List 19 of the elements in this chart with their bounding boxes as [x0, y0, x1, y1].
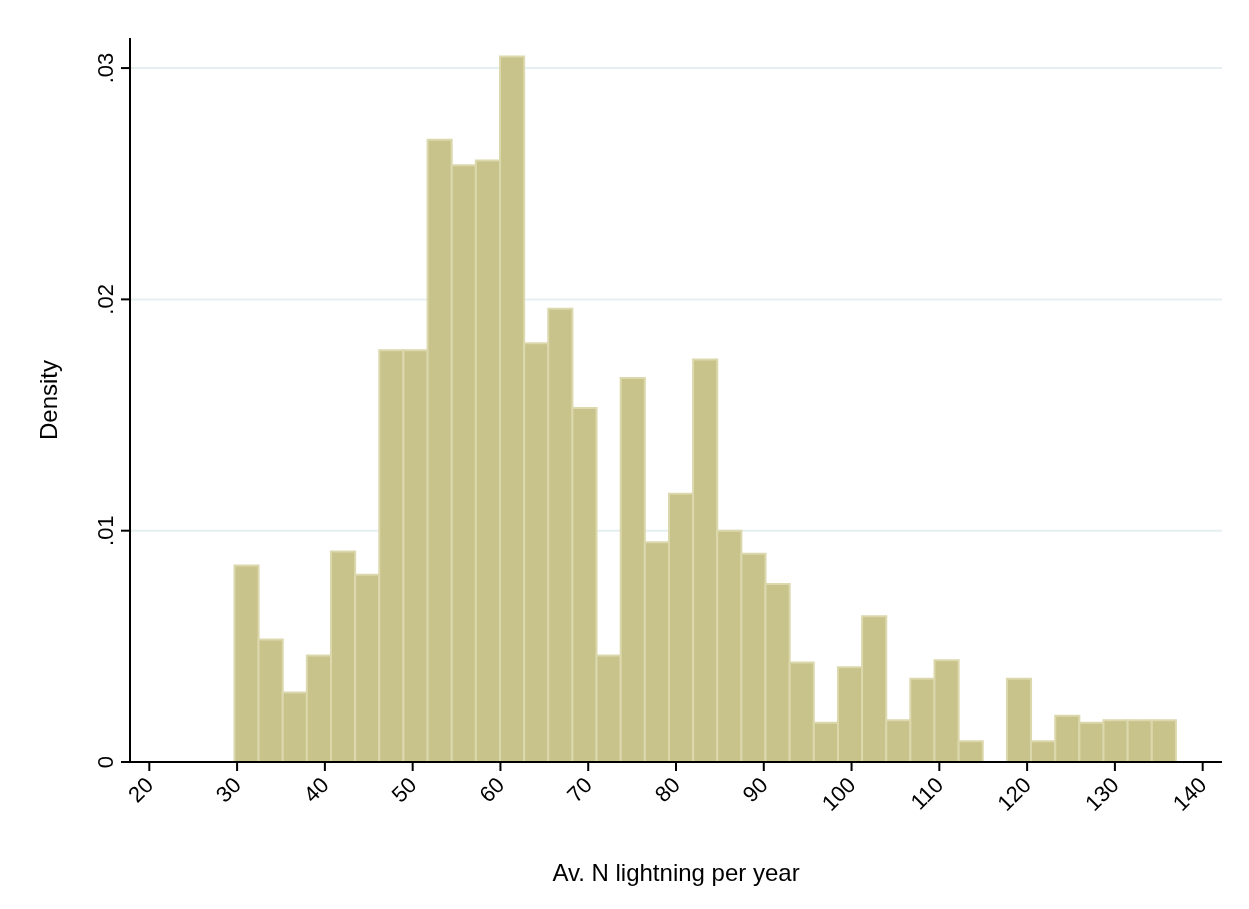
x-tick-label: 100 [816, 772, 861, 816]
y-tick-label: .01 [93, 515, 118, 546]
x-tick-label: 50 [386, 772, 422, 808]
x-tick-label: 120 [992, 772, 1036, 816]
y-axis-title: Density [34, 359, 62, 441]
x-tick-label: 20 [123, 772, 159, 808]
x-tick-label: 60 [474, 772, 510, 808]
x-tick-label: 140 [1167, 772, 1212, 816]
y-tick-label: 0 [93, 755, 118, 769]
x-tick-label: 40 [298, 772, 334, 808]
x-tick-label: 90 [737, 772, 773, 808]
x-tick-label: 30 [210, 772, 246, 808]
x-tick-label: 80 [649, 772, 685, 808]
x-axis-title: Av. N lightning per year [552, 859, 800, 886]
y-tick-label: .02 [93, 284, 118, 315]
x-tick-label: 110 [905, 772, 949, 815]
y-tick-label: .03 [93, 52, 118, 84]
x-tick-label: 70 [562, 772, 598, 808]
x-tick-label: 130 [1080, 772, 1124, 816]
